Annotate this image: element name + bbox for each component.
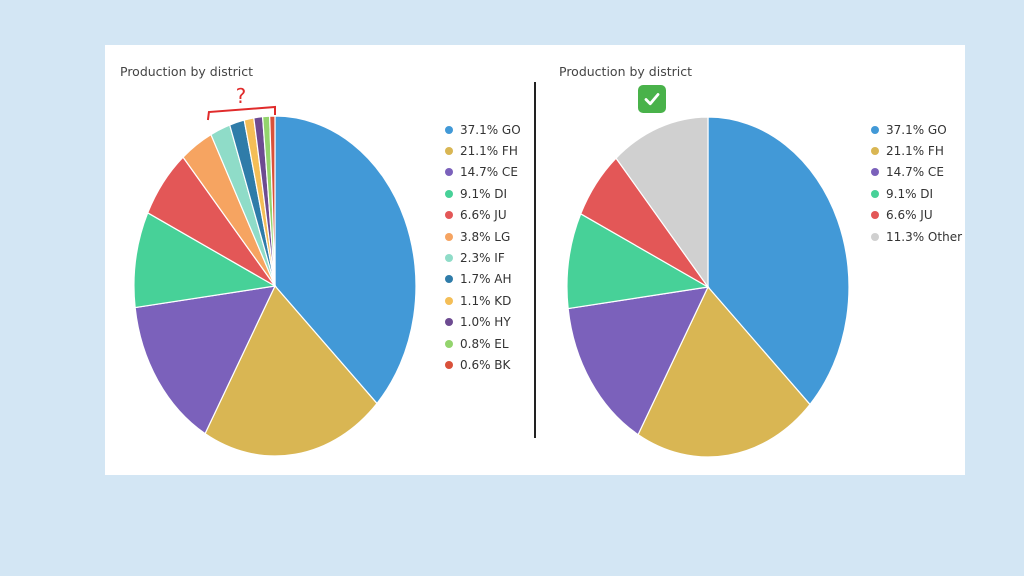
right-legend-dot xyxy=(871,147,879,156)
right-slice-other xyxy=(615,116,709,289)
left-legend-dot xyxy=(445,147,453,156)
right-slice-di xyxy=(566,212,710,310)
legend-right: 37.1% GO 21.1% FH 14.7% CE 9.1% DI 6.6% JU 11… xyxy=(871,119,962,247)
right-legend-item: 6.6% JU xyxy=(871,205,962,226)
left-legend-item: 21.1% FH xyxy=(445,140,521,161)
check-mark-icon xyxy=(638,85,666,113)
left-legend-label: 0.8% EL xyxy=(460,336,509,351)
right-legend-item: 37.1% GO xyxy=(871,119,962,140)
left-legend-item: 14.7% CE xyxy=(445,162,521,183)
right-legend-label: 21.1% FH xyxy=(886,144,944,159)
left-legend-dot xyxy=(445,125,453,134)
right-legend-dot xyxy=(871,189,879,198)
pie-chart-left: ? xyxy=(133,84,417,457)
left-legend-item: 9.1% DI xyxy=(445,183,521,204)
question-mark-annotation: ? xyxy=(236,84,247,108)
right-legend-item: 14.7% CE xyxy=(871,162,962,183)
left-legend-item: 37.1% GO xyxy=(445,119,521,140)
left-legend-item: 0.8% EL xyxy=(445,333,521,354)
left-legend-dot xyxy=(445,211,453,220)
left-legend-item: 1.7% AH xyxy=(445,269,521,290)
left-slice-fh xyxy=(204,284,378,457)
right-legend-label: 9.1% DI xyxy=(886,186,934,201)
right-legend-label: 14.7% CE xyxy=(886,165,944,180)
legend-left: 37.1% GO 21.1% FH 14.7% CE 9.1% DI 6.6% JU 3.… xyxy=(445,119,521,376)
left-legend-dot xyxy=(445,360,453,369)
left-slice-go xyxy=(274,115,417,405)
left-legend-label: 1.7% AH xyxy=(460,272,512,287)
left-legend-dot xyxy=(445,168,453,177)
left-legend-dot xyxy=(445,296,453,305)
right-legend-label: 6.6% JU xyxy=(886,208,933,223)
right-slice-ce xyxy=(567,286,710,436)
chart-title-left: Production by district xyxy=(120,64,253,79)
right-legend-item: 11.3% Other xyxy=(871,226,962,247)
left-legend-label: 9.1% DI xyxy=(460,186,508,201)
left-legend-label: 37.1% GO xyxy=(460,122,521,137)
divider-line xyxy=(534,82,536,438)
right-legend-dot xyxy=(871,125,879,134)
left-legend-label: 21.1% FH xyxy=(460,144,518,159)
right-legend-dot xyxy=(871,232,879,241)
left-legend-dot xyxy=(445,318,453,327)
left-legend-label: 1.0% HY xyxy=(460,315,511,330)
left-slice-di xyxy=(133,211,277,309)
left-legend-dot xyxy=(445,339,453,348)
left-legend-item: 1.0% HY xyxy=(445,312,521,333)
left-legend-label: 2.3% IF xyxy=(460,251,505,266)
right-legend-label: 11.3% Other xyxy=(886,229,963,244)
left-legend-label: 1.1% KD xyxy=(460,293,512,308)
left-legend-label: 14.7% CE xyxy=(460,165,518,180)
pie-chart-right xyxy=(566,116,850,458)
right-legend-dot xyxy=(871,211,879,220)
annotation-bracket xyxy=(206,105,276,121)
left-slice-bk xyxy=(269,115,276,287)
left-legend-item: 1.1% KD xyxy=(445,290,521,311)
left-legend-dot xyxy=(445,254,453,263)
right-slice-go xyxy=(707,116,850,406)
left-legend-dot xyxy=(445,275,453,284)
left-legend-dot xyxy=(445,232,453,241)
left-legend-item: 6.6% JU xyxy=(445,205,521,226)
chart-title-right: Production by district xyxy=(559,64,692,79)
comparison-panel: Production by district Production by dis… xyxy=(105,45,965,475)
right-legend-label: 37.1% GO xyxy=(886,122,947,137)
left-legend-dot xyxy=(445,189,453,198)
right-legend-dot xyxy=(871,168,879,177)
left-slice-ce xyxy=(134,285,277,435)
right-legend-item: 21.1% FH xyxy=(871,140,962,161)
left-legend-label: 6.6% JU xyxy=(460,208,507,223)
left-legend-item: 2.3% IF xyxy=(445,247,521,268)
right-legend-item: 9.1% DI xyxy=(871,183,962,204)
left-legend-item: 3.8% LG xyxy=(445,226,521,247)
left-legend-label: 3.8% LG xyxy=(460,229,511,244)
left-legend-item: 0.6% BK xyxy=(445,354,521,375)
right-slice-fh xyxy=(637,285,811,458)
left-legend-label: 0.6% BK xyxy=(460,357,511,372)
